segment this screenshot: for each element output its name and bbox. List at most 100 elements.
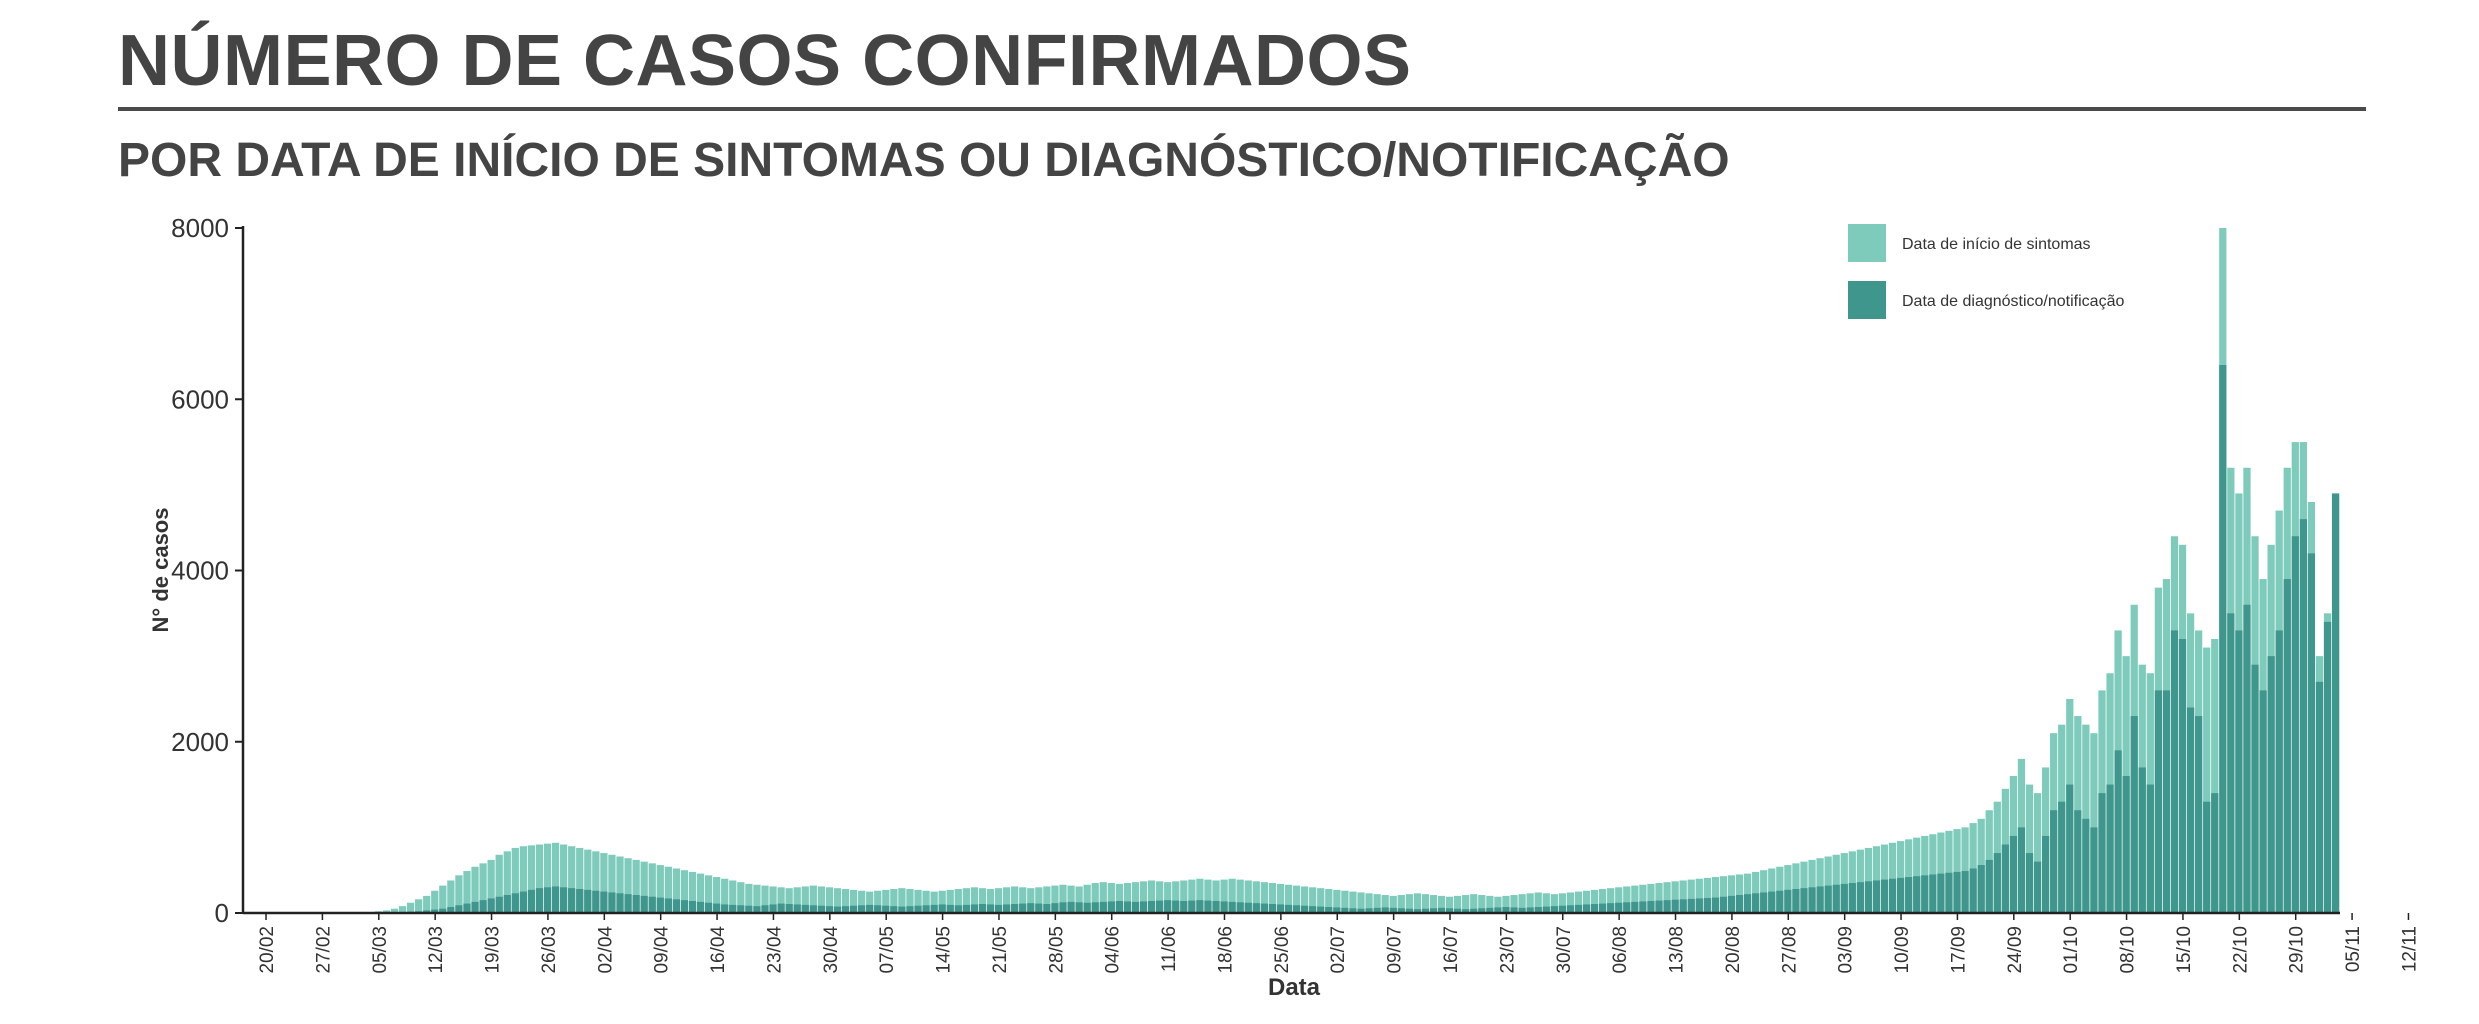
diagnosis-bar xyxy=(1872,880,1881,913)
diagnosis-bar xyxy=(1897,877,1905,913)
onset-bar xyxy=(463,871,471,913)
diagnosis-bar xyxy=(1607,903,1615,913)
onset-bar xyxy=(1880,844,1889,913)
x-tick-label: 17/09 xyxy=(1948,926,1969,974)
onset-bar xyxy=(503,851,511,913)
onset-bar xyxy=(2033,793,2042,914)
diagnosis-bar xyxy=(1180,901,1188,913)
y-axis-label: N° de casos xyxy=(148,508,173,633)
onset-bar xyxy=(1131,882,1140,913)
diagnosis-bar xyxy=(1252,903,1260,913)
x-tick-label: 09/04 xyxy=(652,926,673,974)
onset-bar xyxy=(1566,892,1575,913)
onset-bar xyxy=(1623,886,1631,913)
onset-bar xyxy=(1309,887,1317,913)
onset-bar xyxy=(1534,892,1542,913)
diagnosis-bar xyxy=(1921,875,1929,913)
diagnosis-bar xyxy=(1727,895,1736,914)
x-tick-label: 06/08 xyxy=(1610,926,1631,974)
diagnosis-bar xyxy=(1043,904,1051,913)
diagnosis-bar xyxy=(1840,883,1848,913)
onset-bar xyxy=(455,875,463,913)
onset-bar xyxy=(841,889,850,913)
diagnosis-bar xyxy=(777,903,785,913)
diagnosis-bar xyxy=(1953,871,1961,913)
onset-bar xyxy=(1123,883,1132,913)
onset-bar xyxy=(1695,878,1703,913)
onset-bar xyxy=(1864,847,1873,913)
x-tick-label: 25/06 xyxy=(1272,926,1293,974)
onset-bar xyxy=(1172,881,1180,913)
onset-bar xyxy=(632,859,640,913)
diagnosis-bar xyxy=(1091,902,1099,913)
diagnosis-bar xyxy=(2283,579,2291,913)
diagnosis-bar xyxy=(1566,905,1575,913)
diagnosis-bar xyxy=(2331,493,2340,913)
x-tick-label: 23/07 xyxy=(1497,926,1518,974)
onset-bar xyxy=(1582,890,1591,913)
diagnosis-bar xyxy=(906,906,914,913)
x-tick-label: 23/04 xyxy=(764,926,785,974)
diagnosis-bar xyxy=(2323,621,2332,914)
diagnosis-bar xyxy=(1220,901,1228,913)
diagnosis-bar xyxy=(946,904,954,913)
onset-bar xyxy=(704,875,713,913)
onset-bar xyxy=(785,888,793,913)
onset-bar xyxy=(745,883,753,913)
diagnosis-bar xyxy=(1486,907,1494,913)
onset-bar xyxy=(1437,895,1446,914)
diagnosis-bar xyxy=(560,887,568,913)
diagnosis-bar xyxy=(696,901,705,913)
onset-bar xyxy=(568,846,576,913)
diagnosis-bar xyxy=(423,910,431,913)
diagnosis-bar xyxy=(769,904,777,913)
x-tick-label: 30/07 xyxy=(1554,926,1575,974)
diagnosis-bar xyxy=(721,904,729,913)
onset-bar xyxy=(1002,887,1011,913)
diagnosis-bar xyxy=(1002,904,1011,913)
diagnosis-bar xyxy=(2146,784,2154,913)
onset-bar xyxy=(487,859,495,913)
onset-bar xyxy=(2090,733,2098,913)
diagnosis-bar xyxy=(1792,889,1800,913)
diagnosis-bar xyxy=(2275,630,2283,913)
onset-bar xyxy=(1590,889,1599,913)
onset-bar xyxy=(1292,885,1301,913)
diagnosis-bar xyxy=(849,905,858,913)
diagnosis-bar xyxy=(2178,639,2187,913)
diagnosis-bar xyxy=(1599,903,1607,913)
diagnosis-bar xyxy=(1905,877,1913,913)
onset-bar xyxy=(978,888,987,913)
diagnosis-bar xyxy=(1888,878,1897,913)
onset-bar xyxy=(406,902,415,913)
diagnosis-bar xyxy=(1067,901,1075,913)
diagnosis-bar xyxy=(1147,901,1156,913)
diagnosis-bar xyxy=(1582,904,1591,913)
onset-bar xyxy=(833,888,842,913)
onset-bar xyxy=(1405,894,1413,913)
onset-bar xyxy=(1687,879,1695,913)
diagnosis-bar xyxy=(809,905,817,913)
diagnosis-bar xyxy=(2170,630,2179,913)
diagnosis-bar xyxy=(882,905,890,913)
onset-bar xyxy=(1945,830,1953,913)
onset-bar xyxy=(1139,881,1148,913)
legend-swatch xyxy=(1848,281,1886,319)
onset-bar xyxy=(1011,886,1019,913)
onset-bar xyxy=(672,868,681,913)
onset-bar xyxy=(1671,881,1679,913)
diagnosis-bar xyxy=(753,906,761,913)
x-tick-label: 11/06 xyxy=(1159,926,1180,972)
onset-bar xyxy=(543,843,552,913)
diagnosis-bar xyxy=(1373,907,1381,913)
diagnosis-bar xyxy=(970,904,979,913)
onset-bar xyxy=(866,891,874,913)
diagnosis-bar xyxy=(2243,604,2251,913)
onset-bar xyxy=(1518,894,1526,913)
diagnosis-bar xyxy=(2211,793,2219,914)
onset-bar xyxy=(551,842,560,913)
onset-bar xyxy=(1220,879,1228,913)
onset-bar xyxy=(1301,886,1309,913)
diagnosis-bar xyxy=(608,892,616,913)
diagnosis-bar xyxy=(1462,909,1470,913)
